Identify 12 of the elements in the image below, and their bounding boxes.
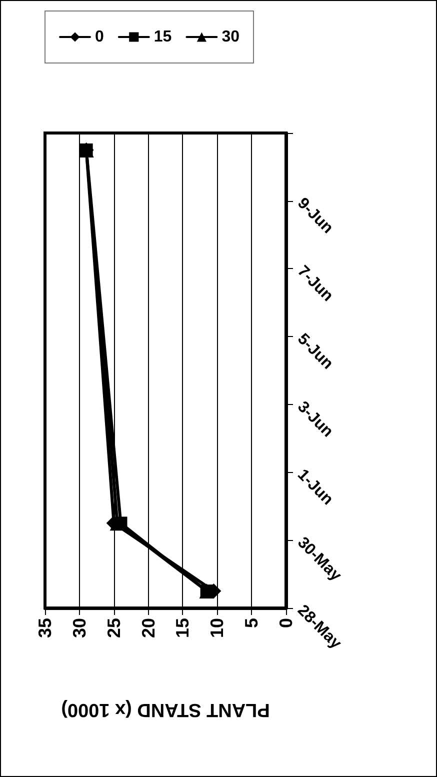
legend-label: 0 <box>95 28 104 46</box>
x-tick-label: 10 <box>207 618 228 638</box>
x-tick-label: 15 <box>172 618 193 638</box>
x-tick-label: 25 <box>104 618 124 638</box>
x-axis-title: PLANT STAND (x 1000) <box>61 699 270 720</box>
x-tick-label: 20 <box>138 618 158 638</box>
x-tick-label: 30 <box>69 618 90 638</box>
x-tick-label: 0 <box>276 618 296 628</box>
legend-label: 15 <box>154 28 172 46</box>
x-tick-label: 5 <box>242 618 262 628</box>
legend-label: 30 <box>222 28 240 46</box>
x-tick-label: 35 <box>35 618 55 638</box>
